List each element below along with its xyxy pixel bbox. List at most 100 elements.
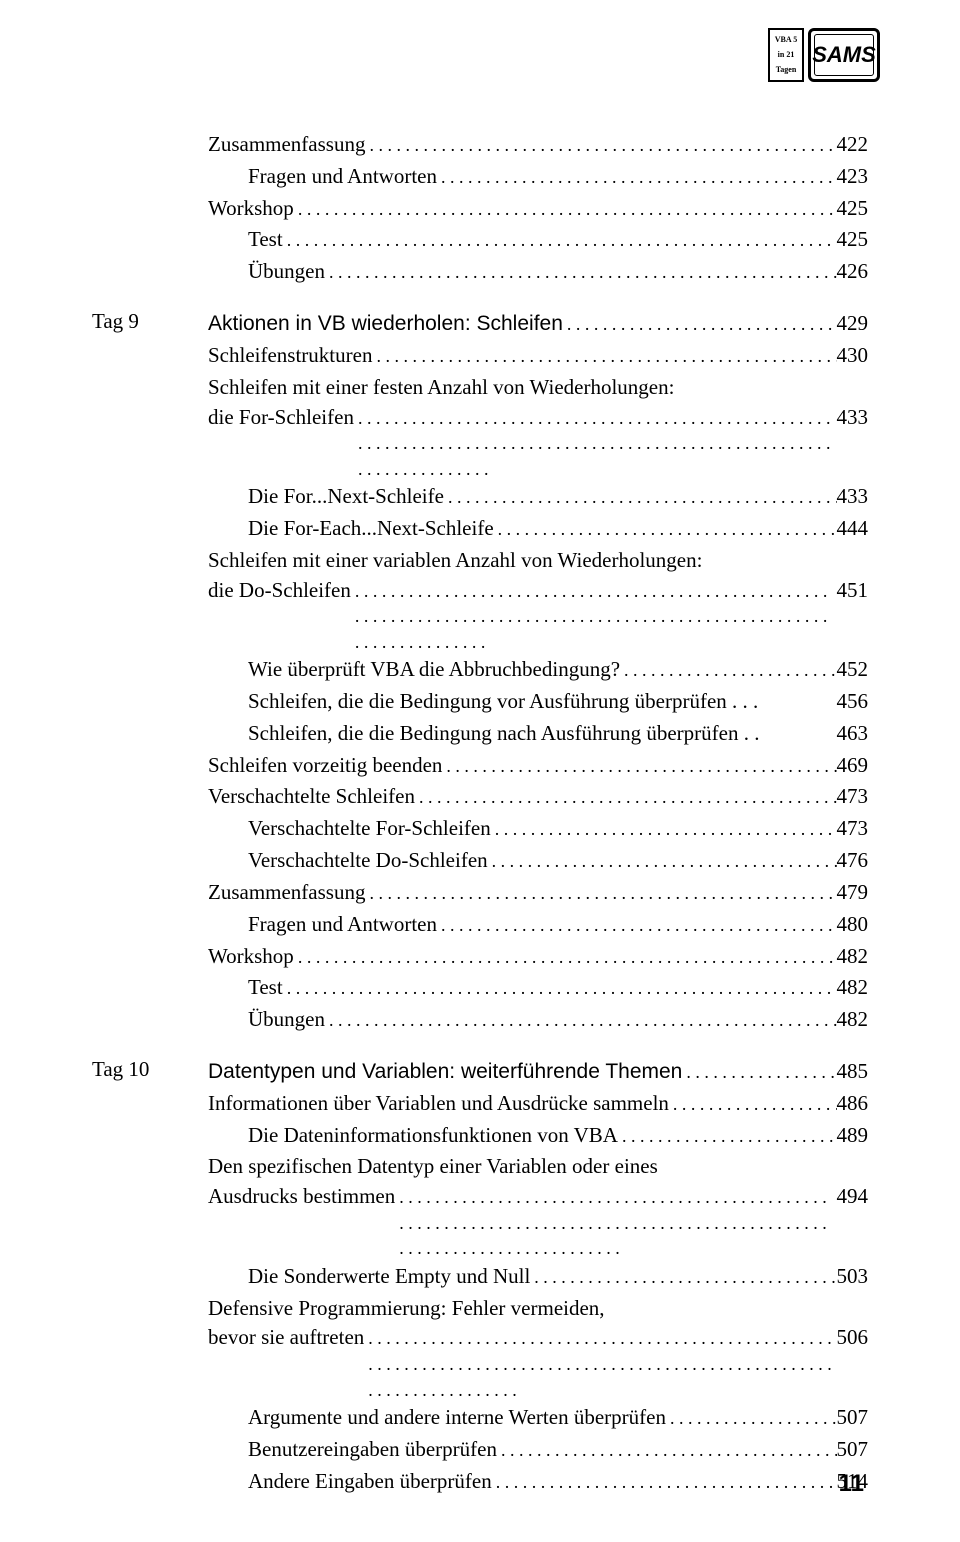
toc-leader-dots: [437, 165, 837, 191]
toc-label: Fragen und Antworten: [248, 910, 437, 940]
toc-leader-dots: [618, 1124, 837, 1150]
toc-entry: Fragen und Antworten423: [92, 162, 868, 192]
toc-page: 452: [837, 655, 869, 685]
toc-leader-dots: [365, 881, 836, 907]
toc-page: 426: [837, 257, 869, 287]
toc-entry: Fragen und Antworten 480: [92, 910, 868, 940]
toc-entry: Schleifen, die die Bedingung vor Ausführ…: [92, 687, 868, 717]
toc-leader-dots: [325, 1008, 837, 1034]
toc-label: Schleifen mit einer festen Anzahl von Wi…: [208, 373, 868, 403]
toc-entry: Andere Eingaben überprüfen514: [92, 1467, 868, 1497]
toc-page: 482: [837, 1005, 869, 1035]
toc-page: 479: [837, 878, 869, 908]
header-logo: VBA 5 in 21 Tagen SAMS: [768, 28, 880, 82]
toc-label: Übungen: [248, 1005, 325, 1035]
toc-leader-dots: [491, 817, 837, 843]
toc-leader-dots: [442, 754, 836, 780]
logo-right-box: SAMS: [808, 28, 880, 82]
toc-entry: Die For...Next-Schleife433: [92, 482, 868, 512]
toc-label: Zusammenfassung: [208, 878, 365, 908]
toc-page: 433: [837, 403, 869, 433]
toc-content: Zusammenfassung422Fragen und Antworten42…: [92, 130, 868, 1499]
toc-label: Benutzereingaben überprüfen: [248, 1435, 497, 1465]
toc-leader-dots: [372, 344, 836, 370]
logo-line-1: VBA 5: [775, 36, 797, 44]
toc-entry: Die Dateninformationsfunktionen von VBA4…: [92, 1121, 868, 1151]
toc-label: Defensive Programmierung: Fehler vermeid…: [208, 1294, 868, 1324]
toc-page: 507: [837, 1435, 869, 1465]
toc-entry: Informationen über Variablen und Ausdrüc…: [92, 1089, 868, 1119]
toc-entry: Verschachtelte Do-Schleifen476: [92, 846, 868, 876]
toc-section: Tag 9 Aktionen in VB wiederholen: Schleif…: [92, 309, 868, 1035]
toc-page: 456: [837, 687, 869, 717]
toc-section: Tag 10 Datentypen und Variablen: weiterfü…: [92, 1057, 868, 1497]
toc-leader-dots: [283, 976, 837, 1002]
toc-page: 480: [837, 910, 869, 940]
toc-entry: Übungen 482: [92, 1005, 868, 1035]
toc-entry-multiline: Schleifen mit einer festen Anzahl von Wi…: [92, 373, 868, 482]
toc-label: bevor sie auftreten: [208, 1323, 364, 1353]
toc-entry-multiline: Schleifen mit einer variablen Anzahl von…: [92, 546, 868, 655]
toc-label: Verschachtelte Schleifen: [208, 782, 415, 812]
toc-leader-dots: [492, 1470, 837, 1496]
toc-label-last: Ausdrucks bestimmen494: [208, 1182, 868, 1262]
toc-page: 423: [837, 162, 869, 192]
toc-leader-dots: [444, 485, 837, 511]
toc-entry: Zusammenfassung 479: [92, 878, 868, 908]
toc-leader-dots: [354, 406, 837, 483]
toc-leader-dots: [488, 849, 837, 875]
toc-label-last: die Do-Schleifen451: [208, 576, 868, 656]
toc-label-last: die For-Schleifen433: [208, 403, 868, 483]
toc-leader-dots: [351, 579, 837, 656]
toc-page: 425: [837, 194, 869, 224]
toc-leader-dots: [669, 1092, 837, 1118]
toc-section: Zusammenfassung422Fragen und Antworten42…: [92, 130, 868, 287]
toc-entry: Workshop482: [92, 942, 868, 972]
toc-leader-dots: [497, 1438, 837, 1464]
toc-entry-multiline: Defensive Programmierung: Fehler vermeid…: [92, 1294, 868, 1403]
logo-line-2: in 21: [778, 51, 795, 59]
toc-entry: Test425: [92, 225, 868, 255]
toc-entry: Benutzereingaben überprüfen 507: [92, 1435, 868, 1465]
toc-entry: Datentypen und Variablen: weiterführende…: [92, 1057, 868, 1087]
toc-label: Workshop: [208, 194, 294, 224]
toc-page: 430: [837, 341, 869, 371]
toc-leader-dots: [365, 133, 836, 159]
toc-entry: Wie überprüft VBA die Abbruchbedingung? 4…: [92, 655, 868, 685]
toc-label: Schleifen mit einer variablen Anzahl von…: [208, 546, 868, 576]
page-number: 11: [839, 1470, 864, 1498]
toc-label: die Do-Schleifen: [208, 576, 351, 606]
toc-label: Andere Eingaben überprüfen: [248, 1467, 492, 1497]
toc-entry: Argumente und andere interne Werten über…: [92, 1403, 868, 1433]
toc-leader-dots: [494, 517, 837, 543]
toc-leader-dots: [530, 1265, 836, 1291]
section-tag: Tag 9: [92, 309, 139, 334]
toc-label: Wie überprüft VBA die Abbruchbedingung?: [248, 655, 620, 685]
toc-entry: Test482: [92, 973, 868, 1003]
toc-entry: Übungen426: [92, 257, 868, 287]
toc-leader-dots: [415, 785, 837, 811]
toc-entry: Schleifen vorzeitig beenden469: [92, 751, 868, 781]
toc-leader-dots: [620, 658, 836, 684]
toc-label: Die For...Next-Schleife: [248, 482, 444, 512]
toc-page: 486: [837, 1089, 869, 1119]
toc-label: Datentypen und Variablen: weiterführende…: [208, 1057, 682, 1087]
toc-label: Aktionen in VB wiederholen: Schleifen: [208, 309, 563, 339]
toc-page: 489: [837, 1121, 869, 1151]
section-tag: Tag 10: [92, 1057, 149, 1082]
toc-page: 476: [837, 846, 869, 876]
toc-page: 429: [837, 309, 869, 339]
toc-leader-dots: [283, 228, 837, 254]
logo-left-box: VBA 5 in 21 Tagen: [768, 28, 804, 82]
toc-leader-dots: [563, 312, 837, 338]
toc-entry: Verschachtelte For-Schleifen473: [92, 814, 868, 844]
logo-brand: SAMS: [812, 42, 876, 68]
toc-page: 485: [837, 1057, 869, 1087]
toc-page: 469: [837, 751, 869, 781]
toc-entry: Die Sonderwerte Empty und Null503: [92, 1262, 868, 1292]
toc-page: 494: [837, 1182, 869, 1212]
toc-leader-dots: [294, 945, 837, 971]
toc-page: 463: [837, 719, 869, 749]
toc-label: Zusammenfassung: [208, 130, 365, 160]
toc-leader-dots: [364, 1326, 836, 1403]
